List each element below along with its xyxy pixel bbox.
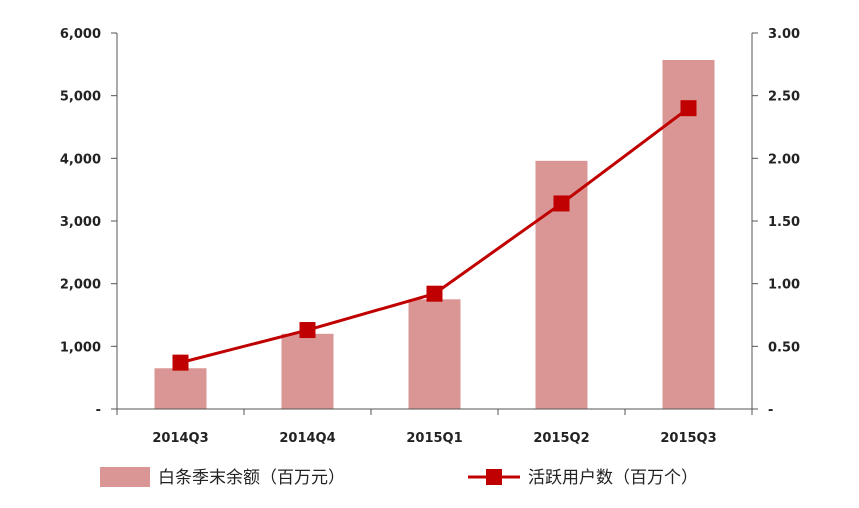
left-tick-label: 4,000 — [60, 152, 101, 167]
axes-layer: - 1,000 2,000 3,000 4,000 5,000 6,000 - 0.50 1.00… — [60, 27, 800, 446]
bars-layer — [154, 59, 715, 410]
x-tick-label: 2015Q3 — [660, 431, 716, 446]
right-tick-label: 1.00 — [768, 278, 800, 293]
legend-bar-swatch — [100, 467, 150, 487]
line-point-2015Q3 — [680, 100, 697, 117]
bar-2014Q3 — [154, 368, 207, 409]
x-tick-label: 2014Q4 — [279, 431, 335, 446]
line-point-2015Q1 — [426, 285, 443, 302]
right-tick-label: - — [768, 403, 773, 418]
left-tick-label: 3,000 — [60, 215, 101, 230]
right-tick-label: 0.50 — [768, 340, 800, 355]
legend: 白条季末余额（百万元） 活跃用户数（百万个） — [100, 467, 698, 488]
left-tick-label: 1,000 — [60, 340, 101, 355]
legend-line-marker — [486, 469, 502, 485]
x-tick-label: 2014Q3 — [152, 431, 208, 446]
bar-2015Q1 — [408, 299, 461, 409]
x-tick-label: 2015Q1 — [406, 431, 462, 446]
line-point-2014Q3 — [172, 354, 189, 371]
left-tick-label: 2,000 — [60, 278, 101, 293]
left-tick-label: 5,000 — [60, 90, 101, 105]
legend-bar-label: 白条季末余额（百万元） — [158, 468, 345, 488]
line-layer — [172, 100, 697, 371]
line-point-2014Q4 — [299, 322, 316, 339]
line-point-2015Q2 — [553, 195, 570, 212]
left-tick-label: 6,000 — [60, 27, 101, 42]
right-tick-label: 2.50 — [768, 90, 800, 105]
bar-2015Q3 — [662, 59, 715, 410]
bar-2014Q4 — [281, 333, 334, 409]
legend-line-label: 活跃用户数（百万个） — [528, 468, 698, 488]
right-tick-label: 2.00 — [768, 152, 800, 167]
left-tick-label: - — [96, 403, 101, 418]
x-tick-label: 2015Q2 — [533, 431, 589, 446]
right-tick-label: 3.00 — [768, 27, 800, 42]
right-tick-label: 1.50 — [768, 215, 800, 230]
